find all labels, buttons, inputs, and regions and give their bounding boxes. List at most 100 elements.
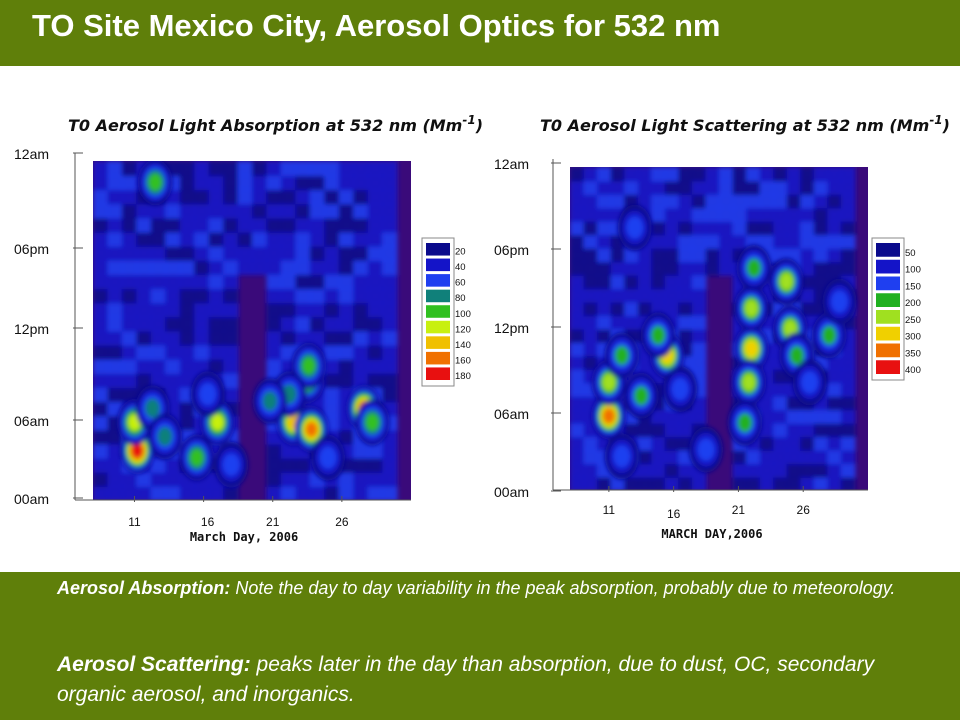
heatmap-cell <box>208 330 225 346</box>
heatmap-cell <box>338 302 355 318</box>
heatmap-cell <box>678 301 693 317</box>
heatmap-cell <box>691 315 707 330</box>
heatmap-cell <box>570 261 585 276</box>
heatmap-cell <box>266 161 282 177</box>
heatmap-cell <box>165 358 181 374</box>
heatmap-cell <box>367 471 384 487</box>
heatmap-cell <box>840 409 856 424</box>
heatmap-cell <box>338 429 355 445</box>
heatmap-cell <box>223 175 239 191</box>
legend-swatch <box>876 293 900 307</box>
heatmap-cell <box>813 234 829 249</box>
heatmap-cell <box>194 245 210 261</box>
heatmap-cell <box>813 247 829 263</box>
heatmap-cell <box>827 247 842 263</box>
heatmap-cell <box>295 175 311 191</box>
heatmap-cell <box>136 471 152 487</box>
heatmap-cell <box>252 189 268 205</box>
heatmap-hotspot <box>319 446 337 469</box>
heatmap-cell <box>624 315 639 330</box>
heatmap-cell <box>759 449 775 465</box>
heatmap-cell <box>651 234 666 249</box>
heatmap-cell <box>324 372 340 388</box>
heatmap-hotspot <box>626 216 644 239</box>
heatmap-cell <box>107 259 123 275</box>
heatmap-cell <box>194 259 210 275</box>
heatmap-cell <box>382 288 398 304</box>
heatmap-hotspot <box>671 378 689 401</box>
chart-title-exponent: -1 <box>462 113 475 127</box>
y-tick-label: 12am <box>14 146 49 162</box>
heatmap-cell <box>107 358 123 374</box>
heatmap-cell <box>719 261 734 276</box>
heatmap-cell <box>746 193 761 209</box>
heatmap-cell <box>786 422 802 438</box>
chart-title-text: T0 Aerosol Light Absorption at 532 nm (M… <box>68 116 462 135</box>
heatmap-cell <box>759 436 775 451</box>
heatmap-cell <box>93 316 109 332</box>
heatmap-cell <box>179 316 196 332</box>
legend-swatch <box>876 343 900 358</box>
heatmap-cell <box>324 485 340 500</box>
heatmap-cell <box>280 471 297 487</box>
heatmap-cell <box>637 247 653 263</box>
heatmap-cell <box>583 288 599 303</box>
heatmap-cell <box>570 220 585 236</box>
heatmap-cell <box>773 193 788 209</box>
heatmap-hotspot <box>157 426 173 446</box>
heatmap-cell <box>252 259 268 275</box>
heatmap-cell <box>786 247 802 263</box>
heatmap-cell <box>93 231 109 247</box>
heatmap-cell <box>324 344 340 360</box>
heatmap-cell <box>309 231 326 247</box>
heatmap-cell <box>382 302 398 318</box>
heatmap-cell <box>732 193 748 209</box>
heatmap-cell <box>367 175 384 191</box>
heatmap-cell <box>759 463 775 478</box>
heatmap-cell <box>678 207 693 222</box>
heatmap-cell <box>208 203 225 219</box>
heatmap-cell <box>759 207 775 222</box>
heatmap-cell <box>773 207 788 222</box>
heatmap-cell <box>295 330 311 346</box>
heatmap-cell <box>637 436 653 451</box>
heatmap-cell <box>266 245 282 261</box>
legend-label: 50 <box>905 248 916 259</box>
heatmap-cell <box>165 259 181 275</box>
heatmap-cell <box>746 463 761 478</box>
heatmap-cell <box>800 234 815 249</box>
scattering-note: Aerosol Scattering: peaks later in the d… <box>57 650 927 710</box>
heatmap-cell <box>705 234 720 249</box>
heatmap-cell <box>208 344 225 360</box>
heatmap-cell <box>223 203 239 219</box>
heatmap-cell <box>194 344 210 360</box>
heatmap-cell <box>651 436 666 451</box>
heatmap-cell <box>295 245 311 261</box>
heatmap-cell <box>624 476 639 490</box>
heatmap-cell <box>840 449 856 465</box>
heatmap-cell <box>353 217 369 233</box>
heatmap-cell <box>179 231 196 247</box>
heatmap-cell <box>136 259 152 275</box>
heatmap-cell <box>773 422 788 438</box>
heatmap-cell <box>678 476 693 490</box>
heatmap-cell <box>136 288 152 304</box>
heatmap-cell <box>583 207 599 222</box>
heatmap-field <box>570 167 857 490</box>
heatmap-cell <box>367 189 384 205</box>
heatmap-cell <box>194 358 210 374</box>
heatmap-cell <box>295 217 311 233</box>
heatmap-cell <box>107 485 123 500</box>
heatmap-cell <box>194 302 210 318</box>
chart-title-close: ) <box>942 116 950 135</box>
heatmap-cell <box>840 382 856 397</box>
heatmap-cell <box>583 476 599 490</box>
heatmap-cell <box>295 288 311 304</box>
heatmap-cell <box>295 471 311 487</box>
heatmap-cell <box>800 463 815 478</box>
heatmap-cell <box>583 355 599 370</box>
heatmap-cell <box>338 189 355 205</box>
heatmap-cell <box>813 207 829 222</box>
legend-swatch <box>426 243 450 256</box>
heatmap-cell <box>786 395 802 411</box>
